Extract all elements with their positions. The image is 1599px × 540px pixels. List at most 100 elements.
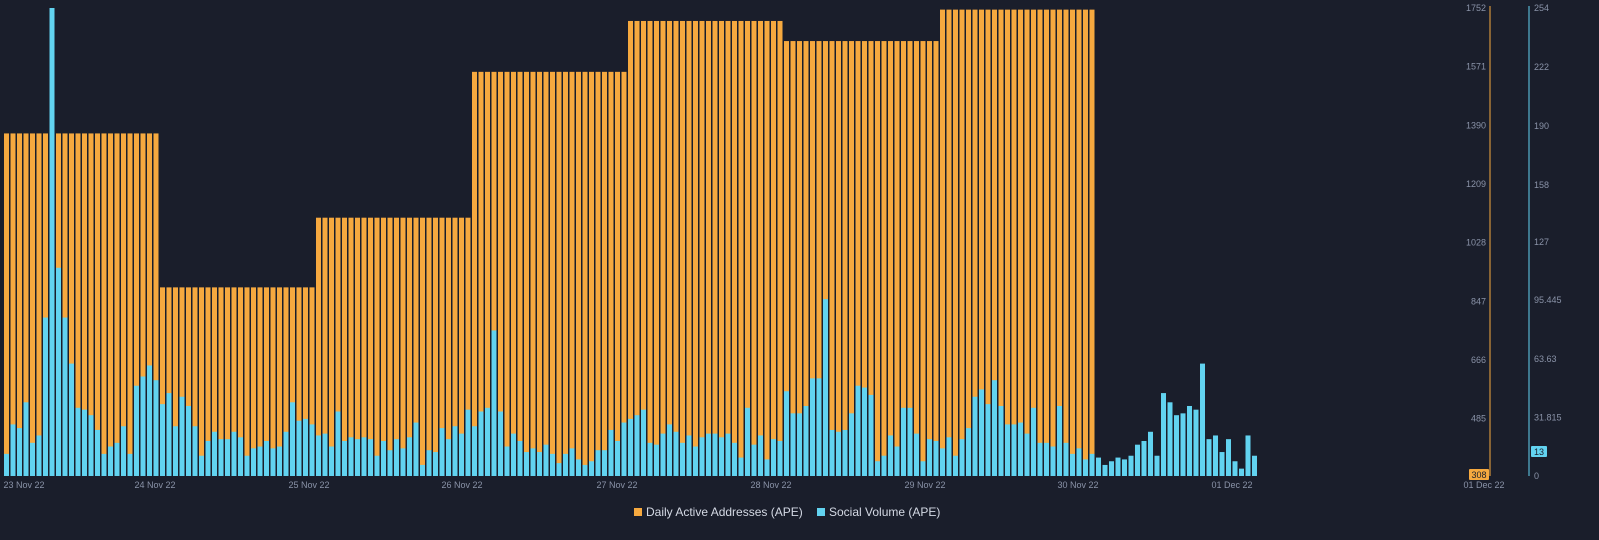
daily-active-addresses-bar	[212, 287, 217, 476]
social-volume-bar	[212, 431, 217, 476]
social-volume-bar	[303, 418, 308, 476]
social-volume-bar	[764, 459, 770, 476]
daily-active-addresses-bar	[1005, 9, 1010, 477]
daily-active-addresses-bar	[634, 20, 640, 476]
social-volume-bar	[797, 413, 802, 476]
daily-active-addresses-bar	[420, 217, 425, 477]
social-volume-bar	[849, 413, 854, 476]
daily-active-addresses-bar	[407, 217, 412, 477]
daily-active-addresses-bar	[1018, 9, 1023, 477]
social-volume-bar	[673, 431, 679, 476]
daily-active-addresses-bar	[680, 20, 685, 476]
social-volume-bar	[1252, 455, 1257, 476]
social-volume-bar	[433, 452, 438, 476]
daily-active-addresses-bar	[959, 9, 965, 477]
social-volume-bar	[49, 8, 55, 476]
x-axis-tick-label: 29 Nov 22	[904, 480, 945, 490]
daily-active-addresses-bar	[43, 133, 48, 477]
daily-active-addresses-bar	[290, 287, 295, 476]
daily-active-addresses-bar	[771, 20, 776, 476]
daily-active-addresses-bar	[693, 20, 698, 476]
social-volume-bar	[680, 442, 685, 476]
social-volume-bar	[530, 448, 536, 476]
social-volume-bar	[179, 396, 185, 476]
right-axis-tick-label: 31.815	[1534, 412, 1562, 422]
daily-active-addresses-bar	[192, 287, 198, 476]
daily-active-addresses-bar	[316, 217, 321, 477]
daily-active-addresses-bar	[641, 20, 646, 476]
left-axis-current-value-badge	[1469, 469, 1489, 480]
social-volume-bar	[1141, 440, 1147, 476]
daily-active-addresses-bar	[114, 133, 120, 477]
daily-active-addresses-bar	[628, 20, 633, 476]
social-volume-bar	[140, 376, 146, 476]
right-axis-tick-label: 222	[1534, 62, 1549, 72]
social-volume-bar	[602, 450, 607, 476]
social-volume-bar	[1050, 446, 1056, 476]
social-volume-bar	[1239, 468, 1244, 476]
social-volume-bar	[160, 404, 165, 476]
daily-active-addresses-bar	[472, 71, 477, 476]
social-volume-bar	[992, 380, 997, 476]
social-volume-bar	[1245, 435, 1251, 476]
daily-active-addresses-bar	[511, 71, 516, 476]
daily-active-addresses-bar	[894, 41, 900, 477]
social-volume-bar	[387, 450, 393, 476]
daily-active-addresses-bar	[862, 41, 867, 477]
social-volume-bar	[192, 426, 198, 476]
daily-active-addresses-bar	[303, 287, 308, 476]
social-volume-bar	[186, 405, 191, 476]
social-volume-bar	[316, 435, 321, 476]
social-volume-bar	[1037, 442, 1043, 476]
social-volume-bar	[732, 442, 737, 476]
daily-active-addresses-bar	[30, 133, 35, 477]
daily-active-addresses-bar	[355, 217, 360, 477]
social-volume-bar	[498, 411, 503, 476]
social-volume-bar	[452, 426, 458, 476]
daily-active-addresses-bar	[491, 71, 497, 476]
daily-active-addresses-bar	[296, 287, 302, 476]
daily-active-addresses-bar	[485, 71, 490, 476]
daily-active-addresses-bar	[504, 71, 510, 476]
daily-active-addresses-bar	[790, 41, 796, 477]
left-axis-tick-label: 1571	[1466, 62, 1486, 72]
daily-active-addresses-bar	[998, 9, 1004, 477]
social-volume-bar	[1122, 459, 1127, 476]
daily-active-addresses-bar	[368, 217, 373, 477]
daily-active-addresses-bar	[231, 287, 237, 476]
social-volume-bar	[784, 391, 789, 476]
social-volume-bar	[1193, 409, 1199, 476]
social-volume-bar	[517, 440, 523, 476]
social-volume-bar	[1219, 452, 1225, 476]
daily-active-addresses-bar	[1044, 9, 1049, 477]
social-volume-bar	[914, 433, 919, 476]
daily-active-addresses-bar	[621, 71, 627, 476]
social-volume-bar	[43, 317, 48, 476]
daily-active-addresses-bar	[322, 217, 328, 477]
social-volume-bar	[738, 457, 744, 476]
daily-active-addresses-bar	[166, 287, 172, 476]
x-axis-tick-label: 23 Nov 22	[3, 480, 44, 490]
social-volume-bar	[491, 330, 497, 476]
daily-active-addresses-bar	[972, 9, 978, 477]
left-axis-tick-label: 1209	[1466, 179, 1486, 189]
daily-active-addresses-bar	[595, 71, 601, 476]
daily-active-addresses-bar	[283, 287, 289, 476]
x-axis-tick-label: 27 Nov 22	[596, 480, 637, 490]
daily-active-addresses-bar	[803, 41, 809, 477]
social-volume-bar	[972, 396, 978, 476]
daily-active-addresses-bar	[374, 217, 380, 477]
daily-active-addresses-bar	[127, 133, 133, 477]
daily-active-addresses-bar	[387, 217, 393, 477]
social-volume-bar	[23, 402, 29, 476]
social-volume-bar	[1102, 464, 1108, 476]
daily-active-addresses-bar	[667, 20, 672, 476]
daily-active-addresses-bar	[1083, 9, 1088, 477]
social-volume-bar	[628, 418, 633, 476]
social-volume-bar	[881, 455, 887, 476]
social-volume-bar	[524, 452, 529, 476]
social-volume-bar	[322, 433, 328, 476]
daily-active-addresses-bar	[225, 287, 230, 476]
daily-active-addresses-bar	[36, 133, 42, 477]
daily-active-addresses-bar	[251, 287, 256, 476]
